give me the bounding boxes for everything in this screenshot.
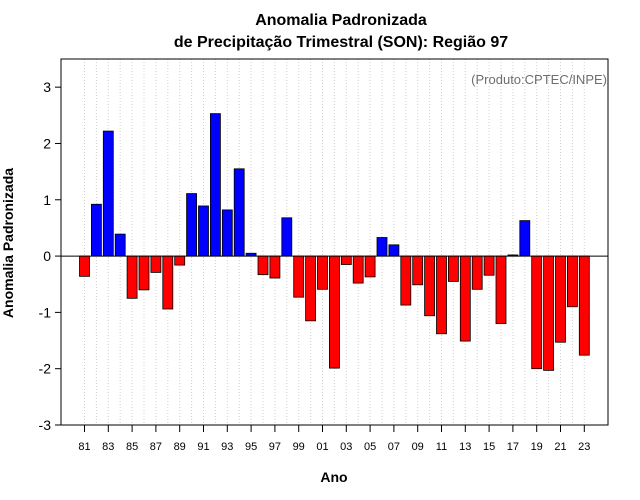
- x-tick-label: 83: [102, 441, 114, 453]
- bar-12: [447, 255, 459, 282]
- x-tick-label: 95: [245, 441, 257, 453]
- bar-96: [257, 255, 269, 276]
- bar-05: [364, 255, 376, 278]
- bar-93: [221, 209, 233, 257]
- x-tick-label: 07: [388, 441, 400, 453]
- bar-20: [543, 255, 554, 371]
- bar-01: [317, 255, 328, 290]
- x-axis: 81 83 85 87 89 91 93 95 97 99 01 03 05 07 09 11 13 15 17 19…: [78, 425, 590, 453]
- bar-11: [436, 255, 447, 335]
- bar-97: [269, 255, 281, 279]
- credit-label: (Produto:CPTEC/INPE): [471, 72, 607, 87]
- y-tick-label: 3: [43, 79, 51, 95]
- bar-84: [114, 233, 126, 257]
- y-tick-label: 2: [43, 135, 51, 151]
- y-tick-label: -3: [39, 417, 52, 433]
- gridlines: [84, 59, 585, 425]
- x-tick-label: 99: [293, 441, 305, 453]
- bar-22: [567, 255, 578, 308]
- bar-18: [519, 220, 531, 257]
- x-tick-label: 23: [578, 441, 590, 453]
- y-axis-label: Anomalia Padronizada: [0, 168, 16, 318]
- bar-03: [340, 255, 352, 265]
- x-tick-label: 01: [316, 441, 328, 453]
- x-tick-label: 85: [126, 441, 138, 453]
- bar-21: [555, 255, 566, 343]
- bar-14: [471, 255, 483, 290]
- x-tick-label: 13: [459, 441, 471, 453]
- bar-82: [91, 203, 102, 257]
- bar-89: [174, 255, 186, 266]
- bar-88: [162, 255, 174, 310]
- x-tick-label: 17: [507, 441, 519, 453]
- bar-86: [138, 255, 150, 291]
- x-tick-label: 15: [483, 441, 495, 453]
- bar-06: [376, 237, 388, 257]
- x-tick-label: 09: [412, 441, 424, 453]
- bar-08: [400, 255, 412, 306]
- bar-98: [281, 217, 293, 257]
- x-tick-label: 87: [150, 441, 162, 453]
- chart-title-line1: Anomalia Padronizada: [255, 12, 427, 29]
- x-tick-label: 03: [340, 441, 352, 453]
- bar-83: [102, 130, 114, 257]
- x-tick-label: 11: [436, 441, 447, 453]
- y-tick-label: 0: [43, 248, 51, 264]
- bar-04: [352, 255, 364, 284]
- bar-94: [233, 168, 245, 257]
- bar-90: [186, 193, 198, 257]
- y-tick-label: -2: [39, 361, 52, 377]
- bar-92: [209, 113, 221, 257]
- x-tick-label: 21: [554, 441, 566, 453]
- plot-frame: [60, 58, 609, 426]
- x-tick-label: 97: [269, 441, 281, 453]
- bar-13: [459, 255, 471, 342]
- bar-87: [150, 255, 162, 273]
- x-tick-label: 19: [531, 441, 543, 453]
- y-tick-label: -1: [39, 304, 52, 320]
- y-axis: -3 -2 -1 0 1 2 3: [39, 79, 61, 433]
- bar-91: [198, 205, 209, 257]
- bar-00: [305, 255, 317, 322]
- bar-07: [388, 244, 400, 257]
- y-tick-label: 1: [43, 192, 51, 208]
- x-tick-label: 93: [221, 441, 233, 453]
- x-tick-label: 89: [174, 441, 186, 453]
- chart-title-line2: de Precipitação Trimestral (SON): Região…: [174, 34, 508, 51]
- x-tick-label: 91: [197, 441, 209, 453]
- bar-09: [412, 255, 424, 286]
- bar-99: [293, 255, 305, 298]
- bar-81: [79, 255, 90, 277]
- bar-23: [578, 255, 590, 356]
- x-tick-label: 05: [364, 441, 376, 453]
- bar-10: [424, 255, 436, 317]
- bar-85: [126, 255, 138, 299]
- x-axis-label: Ano: [320, 469, 347, 485]
- bar-15: [483, 255, 495, 276]
- bar-16: [495, 255, 507, 325]
- bars: [79, 113, 590, 371]
- bar-19: [531, 255, 543, 370]
- x-tick-label: 81: [78, 441, 90, 453]
- bar-02: [328, 255, 340, 369]
